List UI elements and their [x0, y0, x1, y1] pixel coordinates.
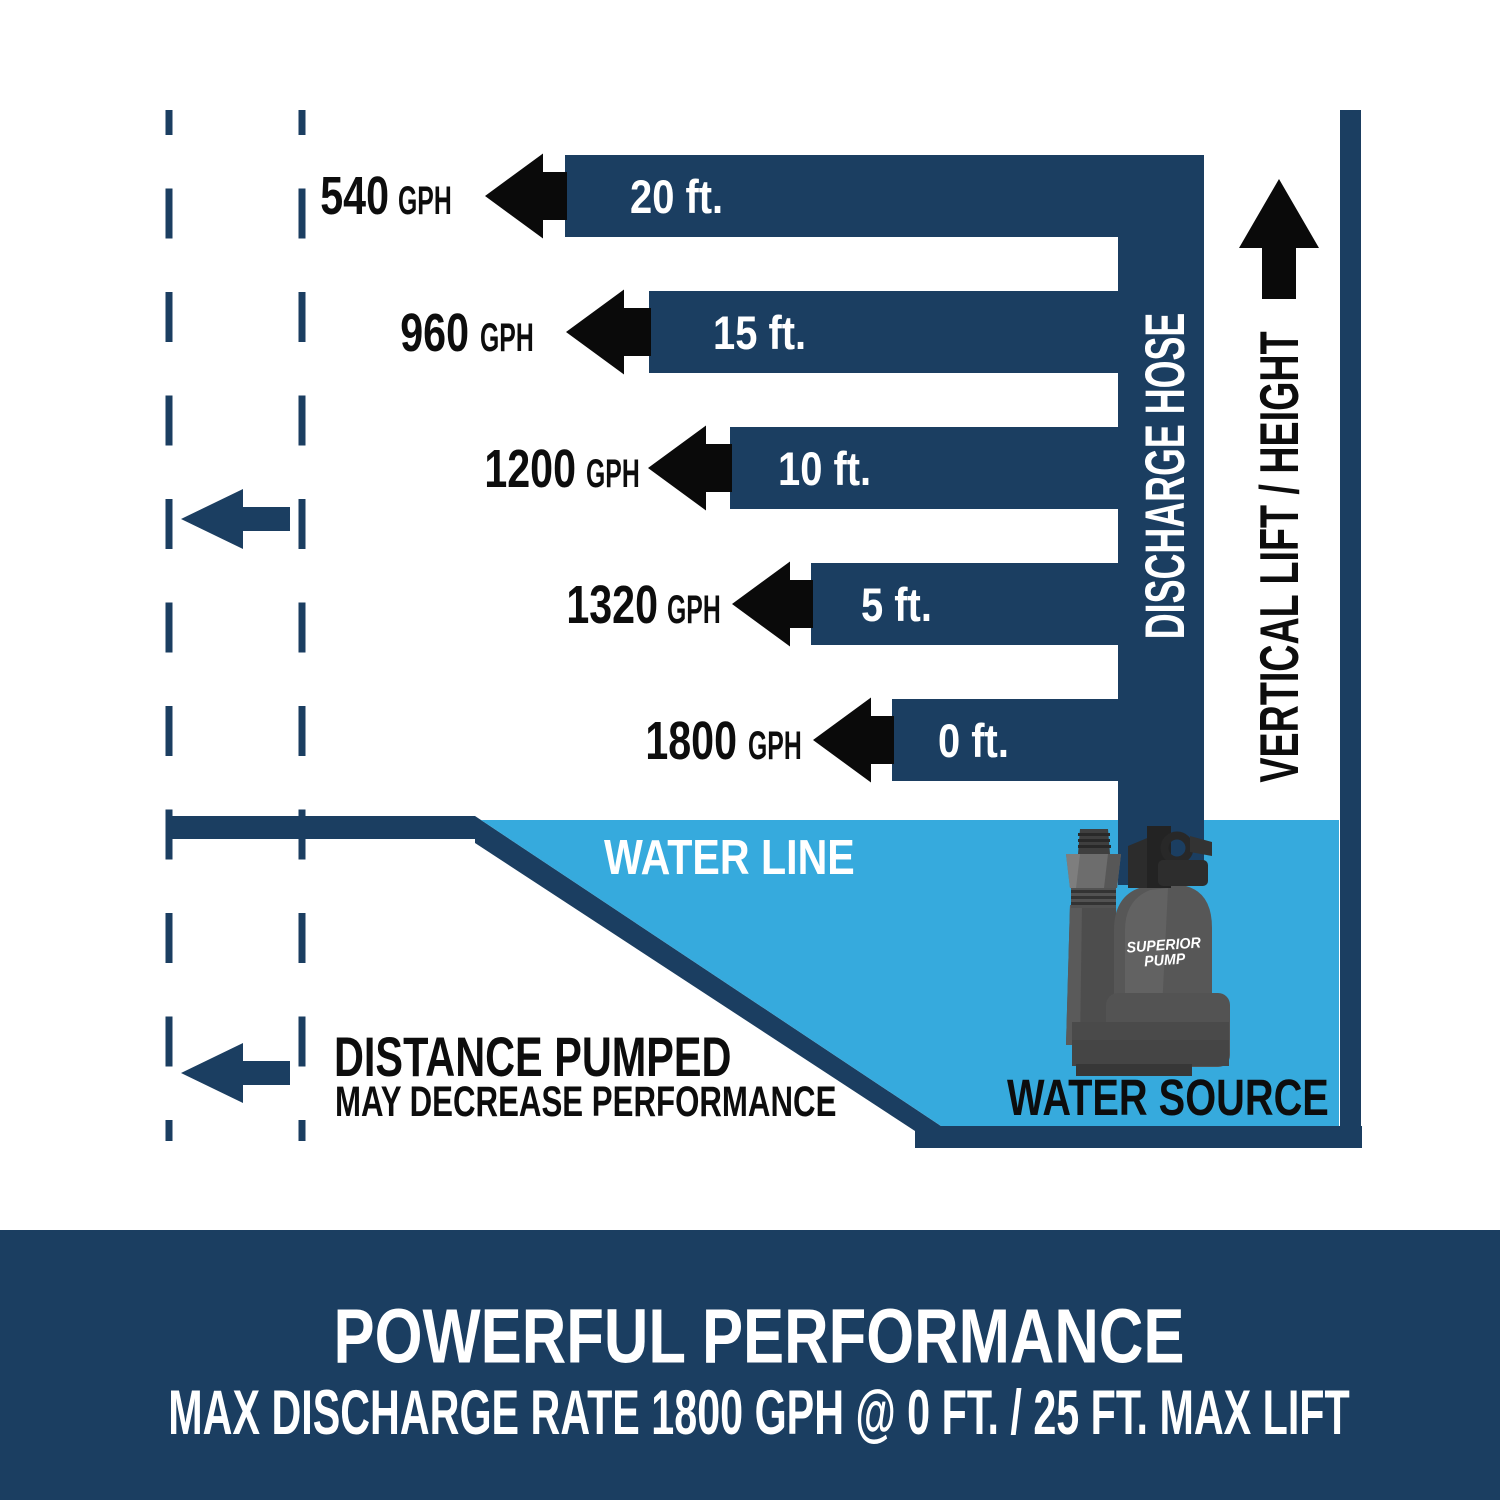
svg-text:1800: 1800 [645, 712, 737, 771]
svg-text:10 ft.: 10 ft. [778, 443, 871, 496]
svg-text:1200: 1200 [484, 440, 576, 499]
svg-text:MAY DECREASE PERFORMANCE: MAY DECREASE PERFORMANCE [335, 1077, 836, 1125]
svg-text:VERTICAL LIFT / HEIGHT: VERTICAL LIFT / HEIGHT [1248, 331, 1310, 782]
svg-text:960: 960 [400, 304, 469, 363]
svg-text:15 ft.: 15 ft. [713, 307, 806, 360]
svg-text:GPH: GPH [398, 179, 452, 223]
svg-text:20 ft.: 20 ft. [630, 171, 723, 224]
svg-text:DISTANCE PUMPED: DISTANCE PUMPED [334, 1026, 731, 1089]
svg-text:POWERFUL PERFORMANCE: POWERFUL PERFORMANCE [334, 1293, 1185, 1379]
svg-text:1320: 1320 [566, 576, 658, 635]
svg-text:SUPERIOR: SUPERIOR [1126, 935, 1202, 957]
svg-text:WATER LINE: WATER LINE [604, 830, 855, 885]
svg-text:0 ft.: 0 ft. [938, 715, 1009, 768]
svg-text:WATER SOURCE: WATER SOURCE [1007, 1069, 1329, 1126]
svg-text:5 ft.: 5 ft. [861, 579, 932, 632]
svg-text:GPH: GPH [480, 316, 534, 360]
svg-text:MAX DISCHARGE RATE 1800 GPH @: MAX DISCHARGE RATE 1800 GPH @ 0 FT. / 25… [168, 1378, 1350, 1448]
svg-text:GPH: GPH [586, 452, 640, 496]
svg-text:DISCHARGE HOSE: DISCHARGE HOSE [1133, 313, 1196, 639]
svg-text:GPH: GPH [667, 588, 721, 632]
svg-text:GPH: GPH [748, 724, 802, 768]
svg-text:PUMP: PUMP [1144, 951, 1186, 970]
svg-text:540: 540 [320, 167, 389, 226]
